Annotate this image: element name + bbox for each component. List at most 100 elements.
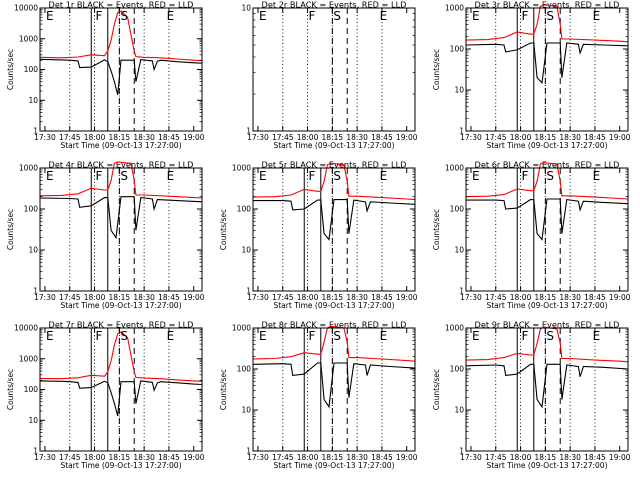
panel-title: Det 7r BLACK = Events, RED = LLD bbox=[49, 320, 194, 330]
y-tick-label: 10 bbox=[454, 86, 464, 95]
series-line-events bbox=[465, 42, 629, 85]
x-tick-label: 18:15 bbox=[535, 133, 557, 142]
panel-title: Det 1r BLACK = Events, RED = LLD bbox=[49, 0, 194, 10]
series-line-lld bbox=[39, 161, 203, 199]
state-marker-label: E bbox=[472, 9, 480, 23]
x-tick-label: 19:00 bbox=[396, 453, 418, 462]
state-marker-label: F bbox=[309, 169, 316, 183]
plot-frame bbox=[252, 7, 416, 132]
state-marker-label: F bbox=[96, 169, 103, 183]
x-tick-label: 18:30 bbox=[559, 293, 581, 302]
x-tick-label: 18:00 bbox=[84, 293, 106, 302]
x-tick-label: 18:15 bbox=[322, 293, 344, 302]
state-marker-label: E bbox=[380, 329, 388, 343]
x-tick-label: 19:00 bbox=[396, 293, 418, 302]
x-axis-label: Start Time (09-Oct-13 17:27:00) bbox=[60, 461, 181, 470]
panel-title: Det 6r BLACK = Events, RED = LLD bbox=[475, 160, 620, 170]
x-tick-label: 17:45 bbox=[485, 133, 507, 142]
x-tick-label: 18:30 bbox=[346, 293, 368, 302]
state-marker-label: F bbox=[96, 329, 103, 343]
state-marker-label: S bbox=[333, 9, 341, 23]
y-tick-label: 1000 bbox=[232, 164, 251, 173]
y-tick-label: 100 bbox=[450, 365, 465, 374]
x-tick-label: 17:45 bbox=[485, 453, 507, 462]
plot-frame bbox=[465, 7, 629, 132]
y-tick-label: 10000 bbox=[14, 4, 38, 13]
x-tick-label: 19:00 bbox=[396, 133, 418, 142]
x-tick-label: 18:45 bbox=[371, 293, 393, 302]
y-tick-label: 1 bbox=[33, 287, 38, 296]
x-tick-label: 17:30 bbox=[34, 453, 56, 462]
y-tick-label: 1 bbox=[33, 447, 38, 456]
x-tick-label: 18:45 bbox=[158, 453, 180, 462]
x-tick-label: 18:00 bbox=[297, 293, 319, 302]
state-marker-label: E bbox=[259, 329, 267, 343]
state-marker-label: E bbox=[380, 169, 388, 183]
x-tick-label: 17:30 bbox=[247, 293, 269, 302]
state-marker-label: F bbox=[309, 329, 316, 343]
state-marker-label: S bbox=[546, 169, 554, 183]
y-tick-label: 100 bbox=[450, 205, 465, 214]
x-axis-label: Start Time (09-Oct-13 17:27:00) bbox=[273, 461, 394, 470]
x-tick-label: 18:00 bbox=[510, 133, 532, 142]
series-line-events bbox=[39, 196, 203, 240]
x-tick-label: 17:45 bbox=[485, 293, 507, 302]
x-tick-label: 19:00 bbox=[183, 293, 205, 302]
y-tick-label: 1000 bbox=[445, 4, 464, 13]
plot-frame bbox=[39, 7, 203, 132]
x-tick-label: 18:30 bbox=[133, 293, 155, 302]
x-tick-label: 18:00 bbox=[297, 453, 319, 462]
x-tick-label: 17:30 bbox=[247, 133, 269, 142]
y-axis-label: Counts/sec bbox=[432, 209, 441, 250]
state-marker-label: S bbox=[333, 169, 341, 183]
y-tick-label: 1 bbox=[459, 287, 464, 296]
x-tick-label: 18:15 bbox=[535, 293, 557, 302]
series-line-lld bbox=[252, 162, 416, 201]
state-marker-label: F bbox=[522, 329, 529, 343]
panel-title: Det 2r BLACK = Events, RED = LLD bbox=[262, 0, 407, 10]
state-marker-label: E bbox=[46, 169, 54, 183]
y-axis-label: Counts/sec bbox=[6, 369, 15, 410]
state-marker-label: E bbox=[167, 329, 175, 343]
y-tick-label: 10 bbox=[28, 96, 38, 105]
x-tick-label: 17:30 bbox=[460, 453, 482, 462]
x-tick-label: 18:15 bbox=[109, 453, 131, 462]
y-tick-label: 10 bbox=[241, 406, 251, 415]
x-axis-label: Start Time (09-Oct-13 17:27:00) bbox=[486, 301, 607, 310]
x-tick-label: 17:30 bbox=[247, 453, 269, 462]
x-tick-label: 17:45 bbox=[272, 293, 294, 302]
x-tick-label: 18:30 bbox=[559, 133, 581, 142]
state-marker-label: E bbox=[593, 329, 601, 343]
state-marker-label: F bbox=[522, 9, 529, 23]
y-tick-label: 100 bbox=[24, 385, 39, 394]
x-tick-label: 18:45 bbox=[584, 293, 606, 302]
plot-frame bbox=[39, 167, 203, 292]
x-tick-label: 18:15 bbox=[109, 133, 131, 142]
x-tick-label: 18:15 bbox=[535, 453, 557, 462]
panel-title: Det 4r BLACK = Events, RED = LLD bbox=[49, 160, 194, 170]
state-marker-label: S bbox=[120, 9, 128, 23]
plot-frame bbox=[252, 327, 416, 452]
series-line-lld bbox=[465, 162, 629, 200]
y-tick-label: 1 bbox=[246, 127, 251, 136]
x-axis-label: Start Time (09-Oct-13 17:27:00) bbox=[60, 141, 181, 150]
x-tick-label: 18:00 bbox=[84, 453, 106, 462]
state-marker-label: F bbox=[309, 9, 316, 23]
x-tick-label: 18:00 bbox=[297, 133, 319, 142]
y-axis-label: Counts/sec bbox=[432, 369, 441, 410]
x-tick-label: 18:00 bbox=[84, 133, 106, 142]
y-tick-label: 100 bbox=[24, 65, 39, 74]
x-tick-label: 19:00 bbox=[609, 453, 631, 462]
y-tick-label: 10 bbox=[28, 246, 38, 255]
x-tick-label: 18:45 bbox=[158, 133, 180, 142]
x-tick-label: 17:45 bbox=[272, 453, 294, 462]
y-tick-label: 1 bbox=[459, 127, 464, 136]
x-tick-label: 18:30 bbox=[133, 133, 155, 142]
state-marker-label: E bbox=[46, 9, 54, 23]
state-marker-label: E bbox=[46, 329, 54, 343]
y-tick-label: 100 bbox=[450, 45, 465, 54]
